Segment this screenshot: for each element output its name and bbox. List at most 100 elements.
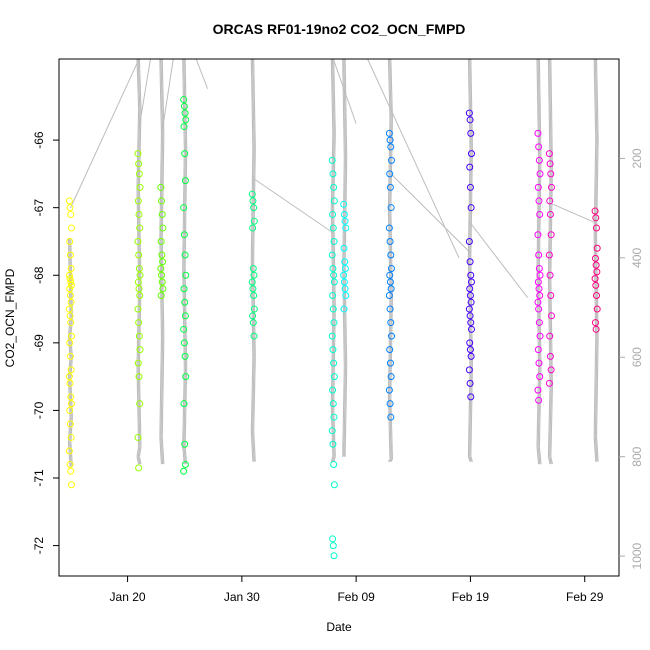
data-point xyxy=(535,359,543,367)
data-point xyxy=(465,366,473,374)
data-point xyxy=(329,305,337,313)
right-tick-label: 400 xyxy=(630,248,644,268)
data-point xyxy=(340,271,348,279)
data-point xyxy=(534,278,542,286)
data-point xyxy=(65,447,73,455)
data-point xyxy=(180,231,188,239)
data-point xyxy=(180,204,188,212)
altitude-trace xyxy=(160,58,164,134)
data-point xyxy=(547,170,555,178)
data-point xyxy=(467,325,475,333)
data-point xyxy=(592,261,600,269)
altitude-trace xyxy=(593,337,597,437)
data-point xyxy=(386,237,394,245)
data-point xyxy=(135,464,143,472)
altitude-trace xyxy=(594,436,598,462)
data-point xyxy=(67,278,75,286)
altitude-trace xyxy=(251,431,255,462)
y-tick-label: -69 xyxy=(32,334,46,352)
altitude-trace xyxy=(470,257,473,368)
data-point xyxy=(330,278,338,286)
data-point xyxy=(465,237,473,245)
data-point xyxy=(66,251,74,259)
data-point xyxy=(182,116,190,124)
x-tick-label: Feb 19 xyxy=(452,590,490,604)
data-point xyxy=(465,305,473,313)
altitude-trace xyxy=(537,446,541,465)
chart-title: ORCAS RF01-19no2 CO2_OCN_FMPD xyxy=(213,21,466,37)
altitude-trace xyxy=(595,138,599,238)
data-point xyxy=(67,224,75,232)
data-point xyxy=(135,332,143,340)
altitude-trace xyxy=(136,456,140,465)
data-point xyxy=(547,292,555,300)
plot-area xyxy=(58,58,620,577)
altitude-trace xyxy=(136,108,140,189)
altitude-trace xyxy=(67,337,71,358)
data-point xyxy=(592,224,600,232)
data-point xyxy=(181,298,189,306)
x-tick-label: Jan 20 xyxy=(110,590,146,604)
data-point xyxy=(387,332,395,340)
data-point xyxy=(66,237,74,245)
altitude-trace xyxy=(184,367,188,447)
data-points xyxy=(65,96,601,560)
data-point xyxy=(387,413,395,421)
data-point xyxy=(67,319,75,327)
data-point xyxy=(330,373,338,381)
altitude-trace xyxy=(536,267,540,368)
data-point xyxy=(157,237,165,245)
altitude-trace xyxy=(159,237,163,338)
data-point xyxy=(250,292,258,300)
data-point xyxy=(67,481,75,489)
altitude-trace xyxy=(344,367,348,457)
data-point xyxy=(158,251,166,259)
data-point xyxy=(66,379,74,387)
data-point xyxy=(593,305,601,313)
altitude-trace xyxy=(137,58,141,109)
data-point xyxy=(249,197,257,205)
data-point xyxy=(180,123,188,131)
altitude-trace xyxy=(251,257,255,358)
altitude-trace xyxy=(470,367,473,457)
data-point xyxy=(387,156,395,164)
data-point xyxy=(136,224,144,232)
altitude-trace xyxy=(331,456,335,462)
altitude-connector xyxy=(367,58,460,259)
data-point xyxy=(340,210,348,218)
altitude-trace xyxy=(594,138,598,238)
altitude-trace xyxy=(469,148,472,258)
data-point xyxy=(158,271,166,279)
altitude-trace xyxy=(387,118,391,209)
altitude-trace xyxy=(390,458,393,462)
data-point xyxy=(329,400,337,408)
data-point xyxy=(330,319,338,327)
data-point xyxy=(249,312,257,320)
altitude-trace xyxy=(593,58,597,139)
y-tick-label: -68 xyxy=(32,266,46,284)
data-point xyxy=(534,231,542,239)
altitude-connector xyxy=(253,177,334,234)
altitude-trace xyxy=(595,337,599,437)
altitude-trace xyxy=(536,446,540,465)
data-point xyxy=(180,339,188,347)
altitude-trace xyxy=(389,58,392,119)
data-point xyxy=(134,150,142,158)
data-point xyxy=(329,386,337,394)
altitude-trace xyxy=(547,387,551,457)
data-point xyxy=(135,373,143,381)
data-point xyxy=(329,542,337,550)
data-point xyxy=(592,325,600,333)
data-point xyxy=(329,224,337,232)
altitude-trace xyxy=(470,58,473,149)
right-axis: 200 400 600 800 1000 xyxy=(619,148,644,569)
y-tick-label: -70 xyxy=(32,401,46,419)
data-point xyxy=(135,210,143,218)
altitude-trace xyxy=(159,337,163,437)
data-point xyxy=(467,352,475,360)
altitude-trace xyxy=(594,237,598,338)
altitude-trace xyxy=(161,237,165,338)
data-point xyxy=(340,278,348,286)
x-axis: Jan 20 Jan 30 Feb 09 Feb 19 Feb 29 xyxy=(110,576,604,604)
data-point xyxy=(159,285,167,293)
